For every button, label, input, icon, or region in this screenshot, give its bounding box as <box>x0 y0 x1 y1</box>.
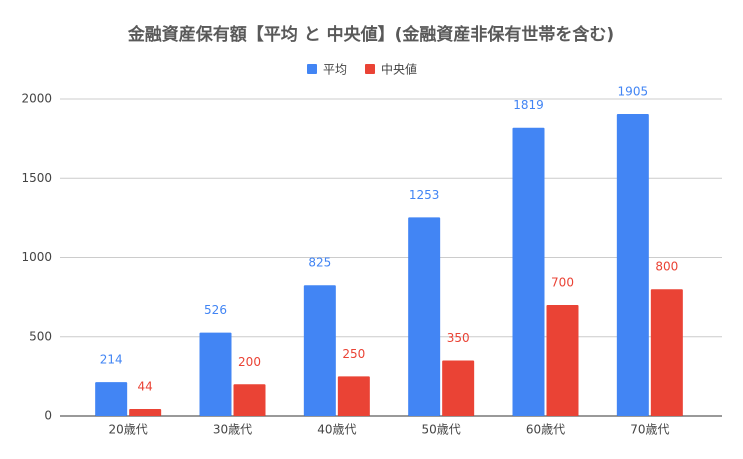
x-tick-label: 20歳代 <box>109 423 148 437</box>
y-tick-label: 1500 <box>21 171 52 185</box>
bar <box>408 217 441 416</box>
legend-swatch <box>365 64 375 74</box>
x-tick-label: 60歳代 <box>526 423 565 437</box>
y-tick-label: 0 <box>44 409 52 423</box>
bar <box>650 289 683 416</box>
bar <box>546 305 579 416</box>
data-label: 825 <box>308 256 331 270</box>
legend-label: 平均 <box>323 63 347 77</box>
data-label: 1253 <box>409 188 440 202</box>
bar <box>512 127 545 416</box>
data-label: 214 <box>100 353 123 367</box>
data-label: 200 <box>238 355 261 369</box>
legend-label: 中央値 <box>381 62 417 77</box>
x-tick-label: 40歳代 <box>317 423 356 437</box>
bar <box>233 384 266 416</box>
data-label: 526 <box>204 303 227 317</box>
x-tick-label: 70歳代 <box>630 423 669 437</box>
data-label: 350 <box>447 331 470 345</box>
data-label: 1905 <box>618 85 649 99</box>
chart-title: 金融資産保有額【平均 と 中央値】(金融資産非保有世帯を含む) <box>127 24 614 45</box>
bar <box>303 285 336 416</box>
bar <box>442 360 475 416</box>
data-label: 800 <box>655 260 678 274</box>
y-tick-label: 1000 <box>21 250 52 264</box>
x-tick-label: 30歳代 <box>213 423 252 437</box>
y-tick-label: 2000 <box>21 92 52 106</box>
bar <box>95 382 128 416</box>
bar <box>616 114 649 417</box>
legend-swatch <box>307 64 317 74</box>
data-label: 1819 <box>513 98 544 112</box>
data-label: 44 <box>138 380 153 394</box>
data-label: 700 <box>551 276 574 290</box>
data-label: 250 <box>342 347 365 361</box>
y-tick-label: 500 <box>29 329 52 343</box>
bar <box>199 332 232 416</box>
bar <box>129 409 162 416</box>
x-tick-label: 50歳代 <box>422 423 461 437</box>
bar <box>337 376 370 416</box>
